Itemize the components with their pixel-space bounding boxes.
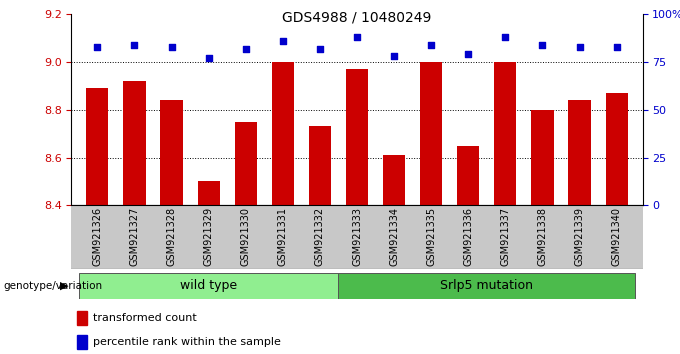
Bar [531,110,554,205]
Bar [494,62,517,205]
Text: GDS4988 / 10480249: GDS4988 / 10480249 [282,11,432,25]
Text: GSM921329: GSM921329 [203,207,214,266]
Point [92,44,103,50]
Text: GSM921333: GSM921333 [352,207,362,266]
Text: genotype/variation: genotype/variation [3,281,103,291]
Bar [420,62,442,205]
Point [352,34,362,40]
Point [426,42,437,47]
Text: GSM921339: GSM921339 [575,207,585,266]
Bar [235,122,257,205]
Text: GSM921331: GSM921331 [278,207,288,266]
Bar [272,62,294,205]
Text: GSM921334: GSM921334 [389,207,399,266]
Point [166,44,177,50]
Bar [383,155,405,205]
Text: GSM921332: GSM921332 [315,207,325,266]
Point [611,44,622,50]
Bar [79,273,339,299]
Bar [197,182,220,205]
Text: GSM921340: GSM921340 [611,207,622,266]
Text: GSM921327: GSM921327 [129,207,139,267]
Bar [457,145,479,205]
Text: GSM921337: GSM921337 [500,207,511,266]
Text: GSM921328: GSM921328 [167,207,177,266]
Bar [160,100,183,205]
Bar [568,100,591,205]
Text: GSM921336: GSM921336 [463,207,473,266]
Text: percentile rank within the sample: percentile rank within the sample [93,337,281,347]
Text: GSM921335: GSM921335 [426,207,436,266]
Point [389,53,400,59]
Bar [77,312,88,325]
Point [129,42,140,47]
Text: Srlp5 mutation: Srlp5 mutation [441,279,533,292]
Bar [309,126,331,205]
Text: GSM921330: GSM921330 [241,207,251,266]
Bar [339,273,635,299]
Point [463,51,474,57]
Text: wild type: wild type [180,279,237,292]
Point [314,46,325,51]
Bar [86,88,109,205]
Text: ▶: ▶ [60,281,68,291]
Text: transformed count: transformed count [93,313,197,323]
Point [277,38,288,44]
Text: GSM921326: GSM921326 [92,207,103,266]
Bar [346,69,368,205]
Point [203,55,214,61]
Point [537,42,548,47]
Point [240,46,251,51]
Bar [77,335,88,349]
Point [574,44,585,50]
Point [500,34,511,40]
Bar [605,93,628,205]
Text: GSM921338: GSM921338 [537,207,547,266]
Bar [123,81,146,205]
